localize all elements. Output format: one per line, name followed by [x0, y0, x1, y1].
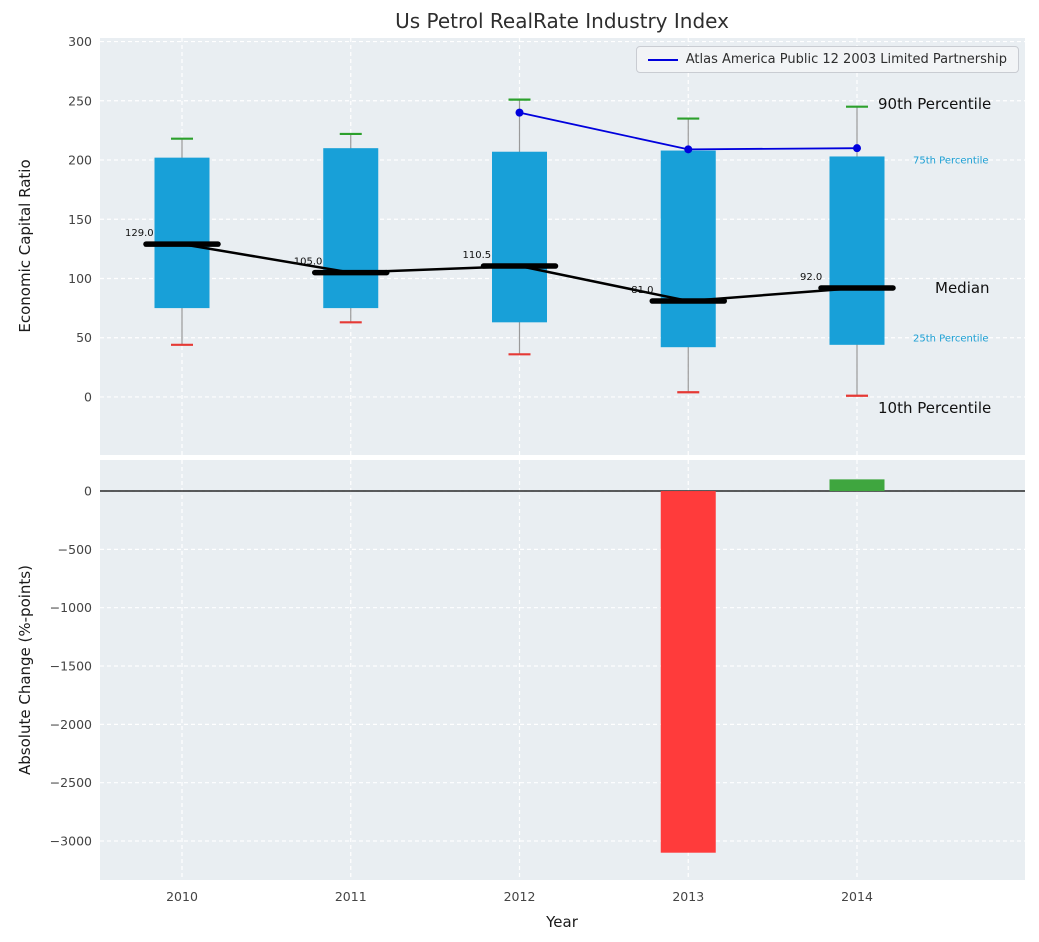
y-tick-label-bottom: −2500 — [50, 775, 92, 790]
median-value-2014: 92.0 — [800, 272, 822, 283]
y-tick-label-bottom: −1500 — [50, 659, 92, 674]
company-point-2014 — [853, 144, 861, 153]
box-2014 — [829, 156, 885, 345]
y-tick-label-top: 200 — [68, 153, 92, 168]
x-tick-label-2013: 2013 — [672, 889, 704, 904]
x-axis-label: Year — [546, 913, 578, 931]
annotation-90th-percentile: 90th Percentile — [878, 94, 992, 113]
median-value-2010: 129.0 — [125, 228, 154, 239]
y-axis-label-bottom: Absolute Change (%-points) — [16, 565, 34, 775]
annotation-10th-percentile: 10th Percentile — [878, 398, 992, 417]
x-tick-label-2011: 2011 — [335, 889, 367, 904]
legend-label: Atlas America Public 12 2003 Limited Par… — [685, 52, 1007, 67]
annotation-median: Median — [935, 278, 990, 297]
y-tick-label-top: 0 — [84, 389, 92, 404]
legend-line-sample-icon — [647, 58, 678, 61]
company-point-2012 — [515, 108, 524, 117]
company-point-2013 — [684, 145, 693, 154]
change-bar-2013 — [660, 491, 716, 853]
annotation-75th-percentile: 75th Percentile — [913, 155, 989, 167]
legend: Atlas America Public 12 2003 Limited Par… — [635, 46, 1019, 73]
y-tick-label-top: 50 — [76, 330, 92, 345]
y-tick-label-top: 250 — [68, 93, 92, 108]
box-2013 — [660, 150, 716, 348]
y-tick-label-bottom: −3000 — [50, 834, 92, 849]
y-tick-label-bottom: −500 — [58, 542, 92, 557]
x-tick-label-2012: 2012 — [504, 889, 536, 904]
y-tick-label-top: 100 — [68, 271, 92, 286]
y-tick-label-bottom: −1000 — [50, 600, 92, 615]
y-tick-label-top: 300 — [68, 34, 92, 49]
y-tick-label-top: 150 — [68, 212, 92, 227]
median-value-2011: 105.0 — [294, 257, 323, 268]
y-tick-label-bottom: 0 — [84, 484, 92, 499]
box-2010 — [154, 157, 210, 309]
median-value-2013: 81.0 — [631, 285, 653, 296]
x-tick-label-2014: 2014 — [841, 889, 873, 904]
box-2011 — [323, 148, 379, 309]
bottom-plot-area — [100, 460, 1025, 880]
box-2012 — [492, 151, 547, 323]
x-tick-label-2010: 2010 — [166, 889, 198, 904]
chart-title: Us Petrol RealRate Industry Index — [395, 9, 729, 33]
median-value-2012: 110.5 — [463, 250, 492, 261]
y-tick-label-bottom: −2000 — [50, 717, 92, 732]
annotation-25th-percentile: 25th Percentile — [913, 333, 989, 345]
y-axis-label-top: Economic Capital Ratio — [16, 159, 34, 333]
change-bar-2014 — [829, 479, 885, 492]
